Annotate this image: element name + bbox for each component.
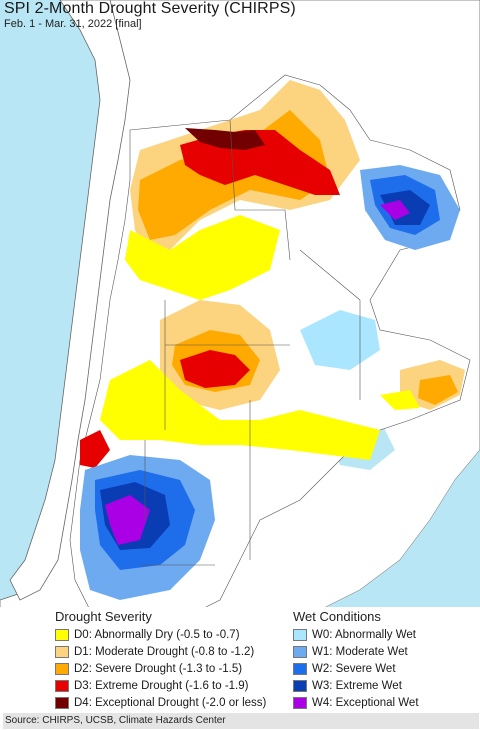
legend-item-w0: W0: Abnormally Wet <box>293 627 416 642</box>
swatch-d0 <box>55 628 69 641</box>
d0-central <box>100 360 380 460</box>
legend-item-d3: D3: Extreme Drought (-1.6 to -1.9) <box>55 678 248 693</box>
swatch-w0 <box>293 628 307 641</box>
d3-central <box>180 350 250 388</box>
legend-item-w3: W3: Extreme Wet <box>293 678 402 693</box>
swatch-w3 <box>293 679 307 692</box>
d4-north <box>185 128 265 150</box>
d2-east <box>418 375 458 405</box>
legend-item-d4: D4: Exceptional Drought (-2.0 or less) <box>55 695 266 710</box>
legend: Drought Severity Wet Conditions D0: Abno… <box>0 607 480 713</box>
d3-south <box>80 430 110 468</box>
swatch-d4 <box>55 696 69 709</box>
drought-legend-title: Drought Severity <box>55 609 152 624</box>
map-subtitle: Feb. 1 - Mar. 31, 2022 [final] <box>4 18 142 30</box>
swatch-w4 <box>293 696 307 709</box>
legend-label-d4: D4: Exceptional Drought (-2.0 or less) <box>74 696 267 709</box>
wet-legend-title: Wet Conditions <box>293 609 381 624</box>
atlantic <box>320 450 480 610</box>
legend-label-d2: D2: Severe Drought (-1.3 to -1.5) <box>74 662 243 675</box>
legend-label-w0: W0: Abnormally Wet <box>312 628 416 641</box>
d0-east <box>380 390 420 410</box>
legend-label-w2: W2: Severe Wet <box>312 662 396 675</box>
legend-label-w4: W4: Exceptional Wet <box>312 696 419 709</box>
source-credit: Source: CHIRPS, UCSB, Climate Hazards Ce… <box>3 713 479 729</box>
legend-item-d1: D1: Moderate Drought (-0.8 to -1.2) <box>55 644 254 659</box>
swatch-w2 <box>293 662 307 675</box>
swatch-d1 <box>55 645 69 658</box>
legend-item-w4: W4: Exceptional Wet <box>293 695 419 710</box>
legend-label-w1: W1: Moderate Wet <box>312 645 408 658</box>
swatch-d3 <box>55 679 69 692</box>
legend-label-d3: D3: Extreme Drought (-1.6 to -1.9) <box>74 679 249 692</box>
swatch-d2 <box>55 662 69 675</box>
legend-label-w3: W3: Extreme Wet <box>312 679 402 692</box>
chile <box>9 0 131 601</box>
w4-northeast <box>380 200 410 220</box>
legend-label-d1: D1: Moderate Drought (-0.8 to -1.2) <box>74 645 255 658</box>
legend-label-d0: D0: Abnormally Dry (-0.5 to -0.7) <box>74 628 240 641</box>
legend-item-d0: D0: Abnormally Dry (-0.5 to -0.7) <box>55 627 240 642</box>
w4-south <box>105 495 150 545</box>
legend-item-w1: W1: Moderate Wet <box>293 644 408 659</box>
legend-item-w2: W2: Severe Wet <box>293 661 396 676</box>
province-borders <box>140 119 361 566</box>
map-title: SPI 2-Month Drought Severity (CHIRPS) <box>4 0 296 17</box>
legend-item-d2: D2: Severe Drought (-1.3 to -1.5) <box>55 661 242 676</box>
swatch-w1 <box>293 645 307 658</box>
d0-north <box>125 215 280 300</box>
drought-map <box>0 0 480 610</box>
